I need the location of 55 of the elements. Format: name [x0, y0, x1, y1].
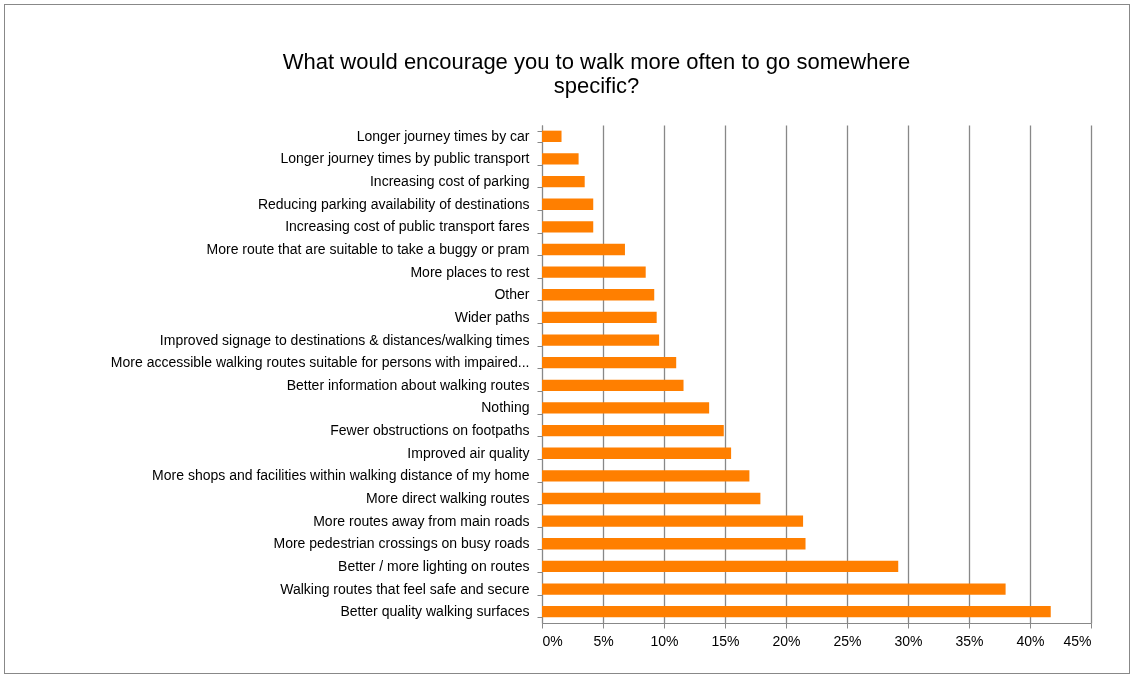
bar	[542, 289, 655, 301]
y-tick-label: Better information about walking routes	[286, 376, 530, 393]
y-tick-label: Improved signage to destinations & distances/walking times	[159, 331, 530, 348]
bar	[542, 153, 579, 165]
bar	[542, 402, 710, 414]
x-tick-label: 40%	[1016, 632, 1045, 649]
x-tick-label: 5%	[593, 632, 614, 649]
chart-title: What would encourage you to walk more often to go somewhere specific?	[282, 49, 911, 98]
bar	[542, 198, 594, 210]
x-tick-label: 20%	[772, 632, 801, 649]
bar	[542, 447, 732, 459]
y-tick-label: More routes away from main roads	[313, 512, 530, 529]
y-tick-label: Walking routes that feel safe and secure	[280, 580, 530, 597]
x-tick-label: 25%	[833, 632, 862, 649]
x-tick-label: 0%	[542, 632, 563, 649]
bar	[542, 311, 657, 324]
bar	[542, 560, 899, 573]
y-tick-label: Longer journey times by car	[356, 127, 530, 144]
bar	[542, 538, 806, 550]
y-tick-label: More direct walking routes	[366, 490, 530, 506]
y-tick-label: Improved air quality	[407, 444, 530, 461]
y-tick-label: Nothing	[481, 399, 530, 416]
y-tick-label: Wider paths	[454, 308, 530, 325]
bar	[542, 515, 804, 527]
bar	[542, 424, 724, 437]
y-tick-label: Better / more lighting on routes	[338, 557, 530, 574]
bar	[542, 334, 660, 346]
bar	[542, 221, 594, 233]
x-tick-label: 30%	[894, 632, 923, 649]
bar	[542, 243, 625, 256]
bar	[542, 266, 646, 278]
bar	[542, 470, 750, 482]
y-tick-label: More places to rest	[410, 263, 530, 280]
y-tick-label: Increasing cost of parking	[369, 173, 530, 190]
y-tick-label: More shops and facilities within walking distance of my home	[152, 467, 530, 484]
bar	[542, 492, 761, 505]
x-tick-label: 35%	[955, 632, 984, 649]
bar	[542, 357, 677, 369]
y-tick-label: More pedestrian crossings on busy roads	[273, 535, 530, 552]
bar	[542, 606, 1051, 618]
x-tick-label: 15%	[711, 632, 740, 649]
y-tick-label: Longer journey times by public transport	[280, 150, 530, 167]
bar	[542, 583, 1006, 595]
y-tick-label: Better quality walking surfaces	[340, 603, 530, 620]
x-tick-label: 10%	[650, 632, 679, 649]
y-tick-label: Other	[494, 286, 530, 303]
y-tick-label: More accessible walking routes suitable for persons with impaired...	[110, 354, 530, 371]
bar	[542, 130, 562, 142]
y-tick-label: More route that are suitable to take a buggy or pram	[206, 241, 530, 257]
y-tick-label: Increasing cost of public transport fares	[285, 218, 530, 235]
y-tick-label: Fewer obstructions on footpaths	[330, 422, 530, 439]
y-tick-label: Reducing parking availability of destinations	[257, 195, 530, 212]
x-tick-label: 45%	[1063, 632, 1092, 649]
bar	[542, 175, 585, 188]
bar	[542, 379, 684, 391]
